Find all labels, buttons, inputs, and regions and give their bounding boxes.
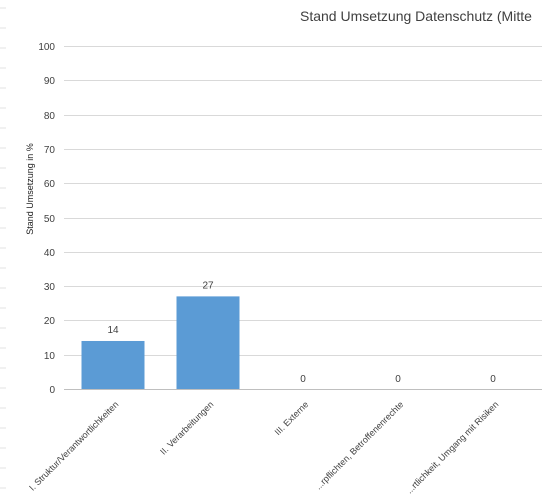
category-label: I. Struktur/Verantwortlichkeiten [27, 399, 120, 492]
sheet-row-gridlines [0, 7, 6, 489]
y-tick-label: 90 [44, 76, 56, 87]
y-tick-label: 80 [44, 111, 56, 122]
y-tick-label: 100 [38, 42, 55, 53]
y-tick-label: 10 [44, 351, 56, 362]
y-tick-label: 50 [44, 214, 56, 225]
category-label: ...rpflichten, Betroffenenrechte [313, 399, 405, 491]
category-label: II. Verarbeitungen [158, 399, 215, 456]
y-axis-label: Stand Umsetzung in % [25, 143, 35, 235]
y-axis-ticks: 0 10 20 30 40 50 60 70 80 90 100 [38, 42, 55, 396]
category-labels: I. Struktur/Verantwortlichkeiten II. Vera… [27, 399, 500, 495]
data-label: 0 [490, 374, 496, 385]
data-label: 0 [300, 374, 306, 385]
gridlines [64, 46, 542, 390]
data-labels: 14 27 0 0 0 [107, 280, 496, 385]
chart-title: Stand Umsetzung Datenschutz (Mitte [300, 8, 532, 24]
bar[interactable] [176, 296, 240, 389]
data-label: 27 [202, 280, 214, 291]
y-tick-label: 0 [49, 385, 55, 396]
bar[interactable] [81, 340, 145, 389]
y-tick-label: 30 [44, 282, 56, 293]
category-label: ...rtlichkeit, Umgang mit Risiken [404, 399, 500, 495]
data-label: 14 [107, 325, 119, 336]
y-tick-label: 20 [44, 316, 56, 327]
category-label: III. Externe [273, 399, 311, 437]
bars [81, 296, 240, 389]
y-tick-label: 40 [44, 248, 56, 259]
y-tick-label: 70 [44, 145, 56, 156]
y-tick-label: 60 [44, 179, 56, 190]
data-label: 0 [395, 374, 401, 385]
